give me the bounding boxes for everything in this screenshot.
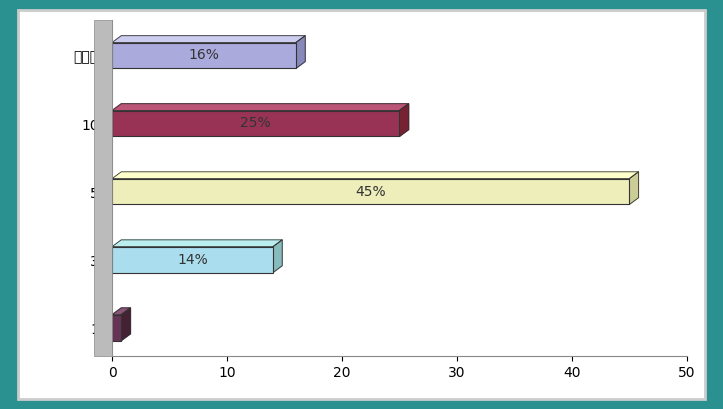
- Bar: [112, 110, 400, 137]
- Polygon shape: [112, 36, 305, 43]
- Polygon shape: [629, 172, 638, 204]
- Polygon shape: [296, 36, 305, 68]
- Polygon shape: [273, 240, 282, 272]
- Bar: [112, 43, 296, 68]
- Polygon shape: [400, 104, 408, 137]
- Bar: [112, 315, 121, 341]
- Text: 25%: 25%: [241, 117, 271, 130]
- Bar: [112, 179, 629, 204]
- Text: 16%: 16%: [189, 48, 220, 63]
- Polygon shape: [112, 172, 638, 179]
- Polygon shape: [121, 308, 130, 341]
- Polygon shape: [112, 308, 130, 315]
- Bar: [112, 247, 273, 272]
- Text: 14%: 14%: [177, 253, 208, 267]
- Polygon shape: [112, 104, 408, 110]
- Polygon shape: [112, 240, 282, 247]
- Text: 45%: 45%: [356, 184, 386, 198]
